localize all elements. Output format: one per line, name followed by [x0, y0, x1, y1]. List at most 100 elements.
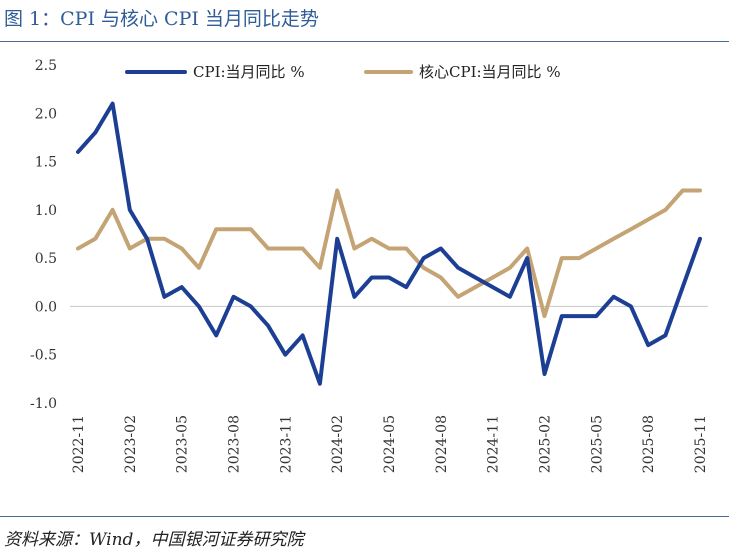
y-tick-label: 1.5	[35, 155, 57, 171]
x-tick-label: 2025-02	[538, 415, 554, 473]
core-cpi-data-point	[508, 266, 512, 270]
series-layer	[76, 101, 702, 386]
x-tick-label: 2025-08	[641, 415, 657, 473]
core-cpi-data-point	[232, 227, 236, 231]
core-cpi-data-point	[214, 227, 218, 231]
cpi-series-line	[76, 101, 702, 386]
core-cpi-series-line	[76, 188, 702, 319]
core-cpi-data-point	[629, 227, 633, 231]
cpi-data-point	[612, 295, 616, 299]
x-tick-label: 2023-02	[123, 415, 139, 473]
cpi-data-point	[301, 333, 305, 337]
cpi-data-point	[266, 324, 270, 328]
x-tick-label: 2024-08	[434, 415, 450, 473]
x-tick-label: 2023-08	[227, 415, 243, 473]
cpi-legend-label: CPI:当月同比 %	[193, 63, 305, 81]
cpi-data-point	[387, 276, 391, 280]
cpi-data-point	[422, 256, 426, 260]
core-cpi-data-point	[162, 237, 166, 241]
cpi-data-point	[404, 285, 408, 289]
core-cpi-data-point	[301, 247, 305, 251]
cpi-data-point	[491, 285, 495, 289]
cpi-data-point	[214, 333, 218, 337]
core-cpi-data-point	[577, 256, 581, 260]
core-cpi-data-point	[473, 285, 477, 289]
cpi-data-point	[93, 131, 97, 135]
cpi-data-point	[629, 304, 633, 308]
cpi-data-point	[646, 343, 650, 347]
cpi-data-point	[508, 295, 512, 299]
x-tick-label: 2023-05	[175, 415, 191, 473]
core-cpi-data-point	[128, 247, 132, 251]
core-cpi-data-point	[543, 314, 547, 318]
x-tick-label: 2024-11	[486, 415, 502, 473]
cpi-data-point	[283, 353, 287, 357]
cpi-data-point	[594, 314, 598, 318]
cpi-data-point	[249, 304, 253, 308]
core-cpi-data-point	[439, 276, 443, 280]
core-cpi-data-point	[249, 227, 253, 231]
source-rule	[0, 516, 729, 517]
cpi-data-point	[577, 314, 581, 318]
cpi-data-point	[681, 285, 685, 289]
core-cpi-legend-label: 核心CPI:当月同比 %	[419, 63, 561, 81]
core-cpi-data-point	[646, 218, 650, 222]
core-cpi-data-point	[370, 237, 374, 241]
cpi-data-point	[663, 333, 667, 337]
cpi-data-point	[560, 314, 564, 318]
cpi-data-point	[698, 237, 702, 241]
core-cpi-data-point	[266, 247, 270, 251]
core-cpi-data-point	[93, 237, 97, 241]
figure-title: 图 1：CPI 与核心 CPI 当月同比走势	[4, 8, 319, 30]
core-cpi-data-point	[698, 189, 702, 193]
source-note: 资料来源：Wind，中国银河证券研究院	[4, 530, 304, 550]
legend: CPI:当月同比 % 核心CPI:当月同比 %	[125, 63, 561, 81]
cpi-data-point	[162, 295, 166, 299]
core-cpi-data-point	[76, 247, 80, 251]
cpi-data-point	[352, 295, 356, 299]
core-cpi-data-point	[681, 189, 685, 193]
cpi-data-point	[439, 247, 443, 251]
core-cpi-data-point	[197, 266, 201, 270]
core-cpi-data-point	[404, 247, 408, 251]
cpi-data-point	[525, 256, 529, 260]
cpi-data-point	[370, 276, 374, 280]
cpi-data-point	[180, 285, 184, 289]
core-cpi-data-point	[111, 208, 115, 212]
core-cpi-data-point	[594, 247, 598, 251]
cpi-data-point	[318, 382, 322, 386]
cpi-data-point	[145, 237, 149, 241]
y-tick-label: 1.0	[35, 203, 57, 219]
core-cpi-data-point	[663, 208, 667, 212]
cpi-data-point	[232, 295, 236, 299]
x-tick-label: 2023-11	[278, 415, 294, 473]
cpi-data-point	[456, 266, 460, 270]
y-tick-label: 2.5	[35, 58, 57, 74]
title-rule	[0, 41, 729, 42]
y-tick-label: 0.0	[35, 299, 57, 315]
core-cpi-data-point	[318, 266, 322, 270]
y-tick-label: -1.0	[30, 396, 57, 412]
core-cpi-data-point	[335, 189, 339, 193]
cpi-data-point	[473, 276, 477, 280]
core-cpi-data-point	[525, 247, 529, 251]
core-cpi-data-point	[180, 247, 184, 251]
cpi-data-point	[128, 208, 132, 212]
cpi-data-point	[543, 372, 547, 376]
x-tick-label: 2025-05	[589, 415, 605, 473]
x-tick-label: 2024-02	[330, 415, 346, 473]
core-cpi-data-point	[560, 256, 564, 260]
core-cpi-data-point	[422, 266, 426, 270]
y-tick-label: 0.5	[35, 251, 57, 267]
core-cpi-data-point	[456, 295, 460, 299]
cpi-data-point	[76, 150, 80, 154]
x-tick-label: 2022-11	[71, 415, 87, 473]
core-cpi-data-point	[387, 247, 391, 251]
cpi-data-point	[197, 304, 201, 308]
core-cpi-data-point	[283, 247, 287, 251]
y-tick-label: -0.5	[30, 348, 57, 364]
core-cpi-data-point	[612, 237, 616, 241]
y-tick-label: 2.0	[35, 106, 57, 122]
line-chart: -1.0 -0.5 0.0 0.5 1.0 1.5 2.0 2.5 2022-11 2023-02…	[30, 58, 709, 473]
cpi-data-point	[335, 237, 339, 241]
